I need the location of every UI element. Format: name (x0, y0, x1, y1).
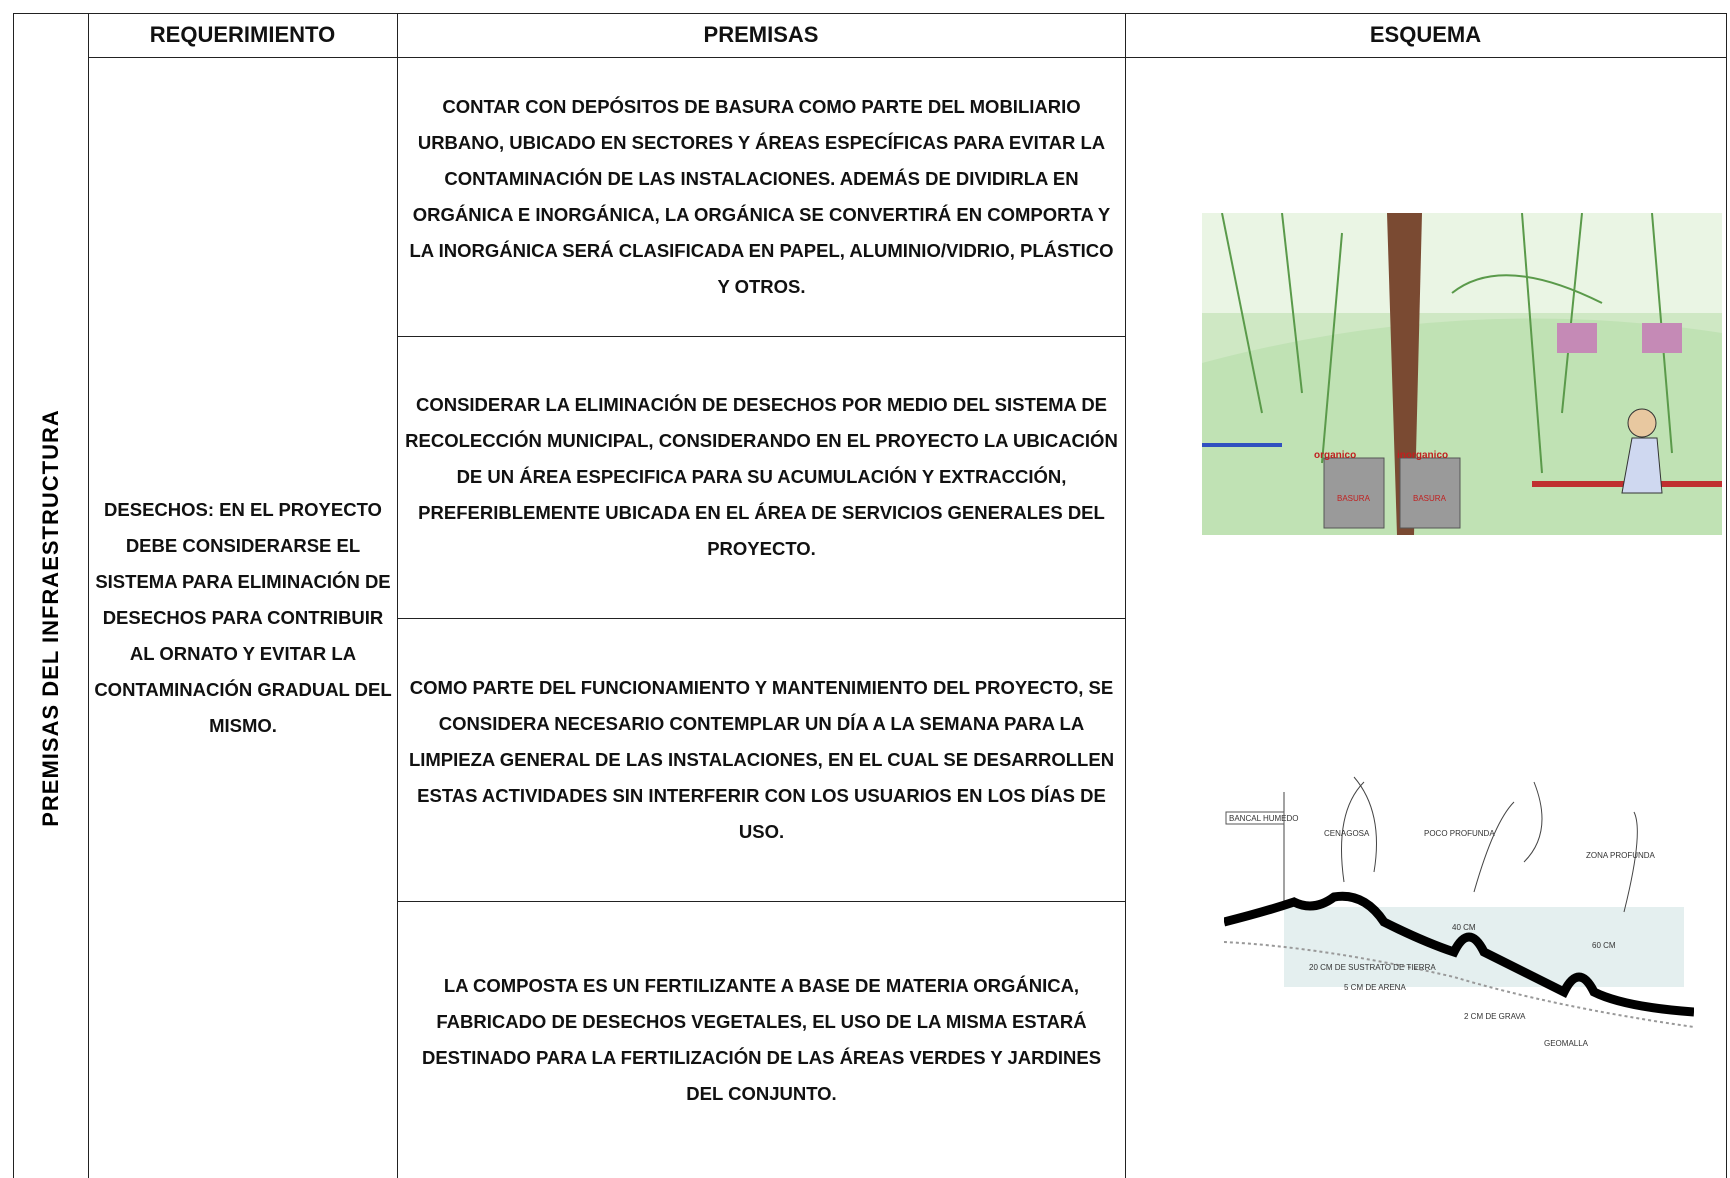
schema-image-bins: organico inorganico BASURA BASURA (1202, 213, 1722, 535)
border (397, 618, 1126, 619)
premise: COMO PARTE DEL FUNCIONAMIENTO Y MANTENIM… (408, 676, 1115, 842)
image-label: 20 CM DE SUSTRATO DE TIERRA (1309, 963, 1436, 972)
premise: LA COMPOSTA ES UN FERTILIZANTE A BASE DE… (421, 974, 1102, 1104)
header: PREMISAS (703, 22, 819, 47)
image-label: 60 CM (1592, 941, 1616, 950)
requirement: DESECHOS: EN EL PROYECTO DEBE CONSIDERAR… (94, 498, 392, 736)
border (1125, 13, 1126, 1178)
border (88, 57, 1727, 58)
image-label: BASURA (1413, 494, 1447, 503)
border (1726, 13, 1727, 1178)
border (397, 336, 1126, 337)
header: REQUERIMIENTO (149, 22, 336, 47)
image-label: BANCAL HUMEDO (1229, 814, 1299, 823)
image-label: ZONA PROFUNDA (1586, 851, 1656, 860)
border (397, 13, 398, 1178)
image-label: organico (1314, 450, 1356, 461)
image-label: inorganico (1397, 450, 1448, 461)
premise: CONSIDERAR LA ELIMINACIÓN DE DESECHOS PO… (405, 394, 1118, 559)
border (13, 13, 1727, 14)
header: ESQUEMA (1369, 22, 1482, 47)
image-label: GEOMALLA (1544, 1039, 1589, 1048)
image-label: 40 CM (1452, 923, 1476, 932)
image-label: 5 CM DE ARENA (1344, 983, 1406, 992)
premise: CONTAR CON DEPÓSITOS DE BASURA COMO PART… (409, 95, 1114, 297)
image-label: POCO PROFUNDA (1424, 829, 1495, 838)
schema-image-wetland: BANCAL HUMEDO CENAGOSA POCO PROFUNDA ZON… (1224, 772, 1694, 1077)
border (88, 13, 89, 1178)
side-label-cell: PREMISAS DEL INFRAESTRUCTURA (13, 57, 88, 1178)
image-label: CENAGOSA (1324, 829, 1370, 838)
image-label: 2 CM DE GRAVA (1464, 1012, 1526, 1021)
border (13, 13, 14, 1178)
image-label: BASURA (1337, 494, 1371, 503)
side-label: PREMISAS DEL INFRAESTRUCTURA (37, 408, 63, 827)
border (397, 901, 1126, 902)
